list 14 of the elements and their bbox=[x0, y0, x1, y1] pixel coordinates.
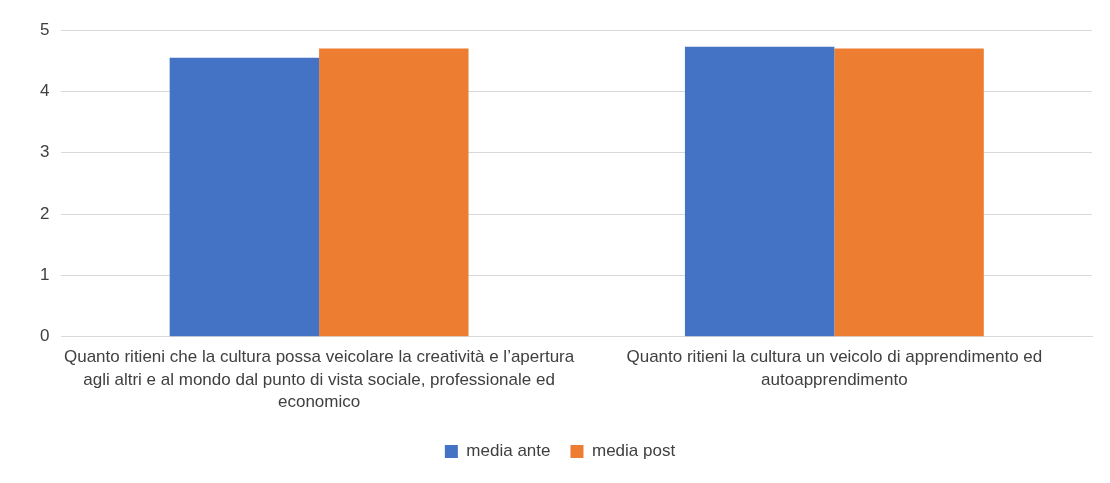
bar bbox=[684, 46, 835, 337]
bar bbox=[834, 48, 984, 337]
y-tick-label: 2 bbox=[39, 203, 50, 223]
x-tick-label: Quanto ritieni che la cultura possa veicolare la creatività e l’apertura agli altri e al mondo dal punto di vista sociale, professionale ed economico bbox=[63, 347, 575, 411]
y-tick-label: 0 bbox=[39, 326, 50, 346]
bar bbox=[319, 48, 469, 337]
y-tick-label: 1 bbox=[39, 265, 50, 285]
legend-label: media post bbox=[591, 441, 676, 461]
y-tick-label: 3 bbox=[39, 142, 50, 162]
legend-label: media ante bbox=[466, 441, 551, 461]
bar bbox=[169, 57, 320, 337]
y-tick-label: 4 bbox=[39, 81, 50, 101]
y-tick-label: 5 bbox=[39, 19, 50, 39]
x-tick-label: Quanto ritieni la cultura un veicolo di apprendimento ed autoapprendimento bbox=[626, 347, 1043, 389]
